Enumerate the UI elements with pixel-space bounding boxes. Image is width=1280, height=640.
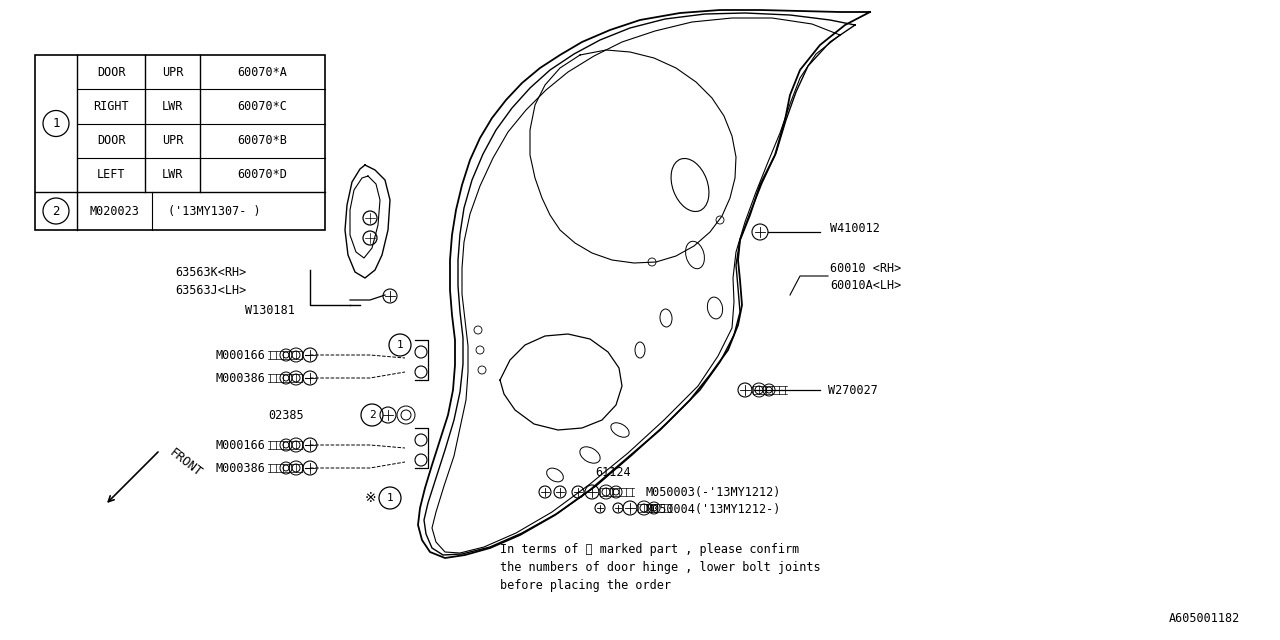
Text: 60070*C: 60070*C [238,100,288,113]
Text: M000166: M000166 [215,438,265,451]
Text: 60010 <RH>: 60010 <RH> [829,262,901,275]
Text: W130181: W130181 [244,303,294,317]
Text: ※: ※ [365,491,376,505]
Text: 60070*B: 60070*B [238,134,288,147]
Text: LWR: LWR [161,100,183,113]
Text: DOOR: DOOR [97,66,125,79]
Text: M050003(-'13MY1212): M050003(-'13MY1212) [645,486,781,499]
Text: W410012: W410012 [829,221,879,234]
Text: M000166: M000166 [215,349,265,362]
Text: 60070*D: 60070*D [238,168,288,181]
Text: 2: 2 [52,205,60,218]
Text: M000386: M000386 [215,461,265,474]
Text: 63563K<RH>: 63563K<RH> [175,266,246,278]
Text: RIGHT: RIGHT [93,100,129,113]
Text: 1: 1 [52,117,60,130]
Text: 1: 1 [397,340,403,350]
Text: 60010A<LH>: 60010A<LH> [829,278,901,291]
Text: M000386: M000386 [215,371,265,385]
Text: A605001182: A605001182 [1169,612,1240,625]
Text: LWR: LWR [161,168,183,181]
Text: before placing the order: before placing the order [500,579,671,593]
Text: 61124: 61124 [595,465,631,479]
Bar [35,55,325,230]
Text: ('13MY1307- ): ('13MY1307- ) [168,205,260,218]
Text: 60070*A: 60070*A [238,66,288,79]
Text: 2: 2 [369,410,375,420]
Text: UPR: UPR [161,66,183,79]
Text: W270027: W270027 [828,383,878,397]
Text: M020023: M020023 [90,205,140,218]
Text: FRONT: FRONT [166,446,205,479]
Text: 63563J<LH>: 63563J<LH> [175,284,246,296]
Text: LEFT: LEFT [97,168,125,181]
Text: UPR: UPR [161,134,183,147]
Text: the numbers of door hinge , lower bolt joints: the numbers of door hinge , lower bolt j… [500,561,820,575]
Text: 02385: 02385 [268,408,303,422]
Text: M050004('13MY1212-): M050004('13MY1212-) [645,504,781,516]
Text: 1: 1 [387,493,393,503]
Text: DOOR: DOOR [97,134,125,147]
Text: In terms of ※ marked part , please confirm: In terms of ※ marked part , please confi… [500,543,799,557]
